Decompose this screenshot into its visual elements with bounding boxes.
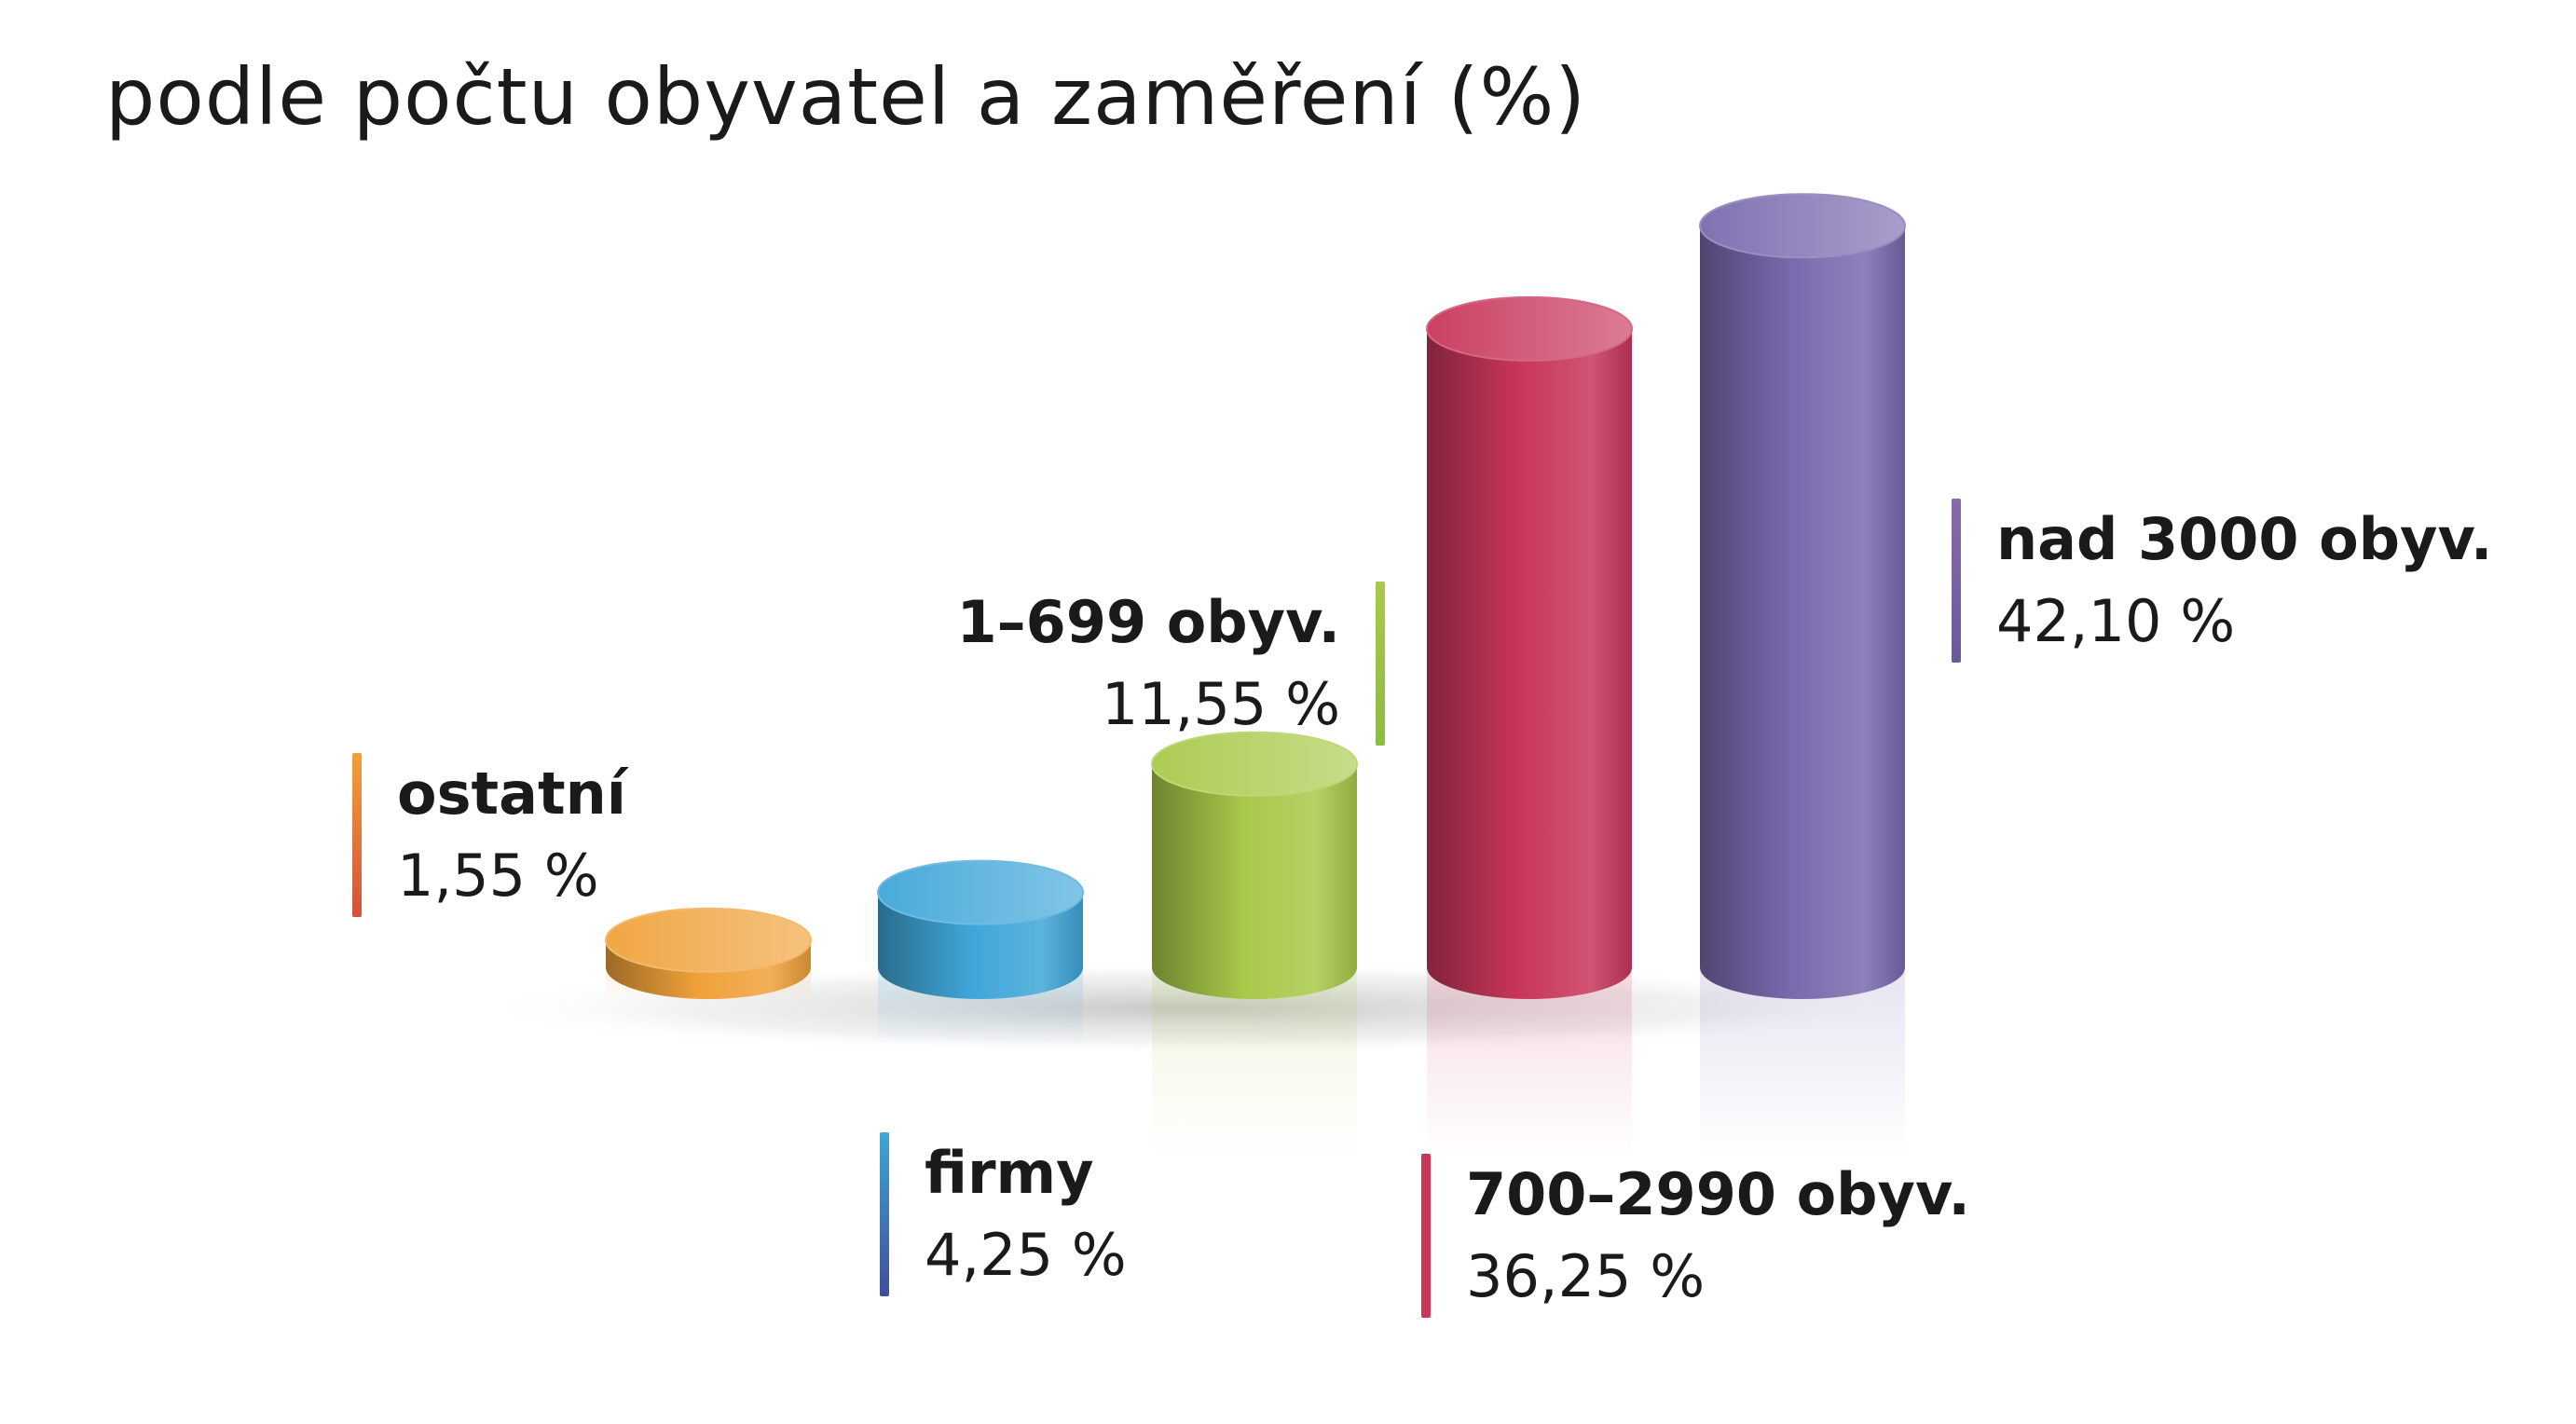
callout-line	[1421, 1154, 1431, 1318]
value-label: 4,25 %	[925, 1221, 1127, 1289]
bar-reflection	[1152, 971, 1357, 1157]
category-label: 1–699 obyv.	[956, 588, 1340, 656]
bar-side	[1427, 328, 1632, 999]
value-label: 11,55 %	[1101, 670, 1340, 738]
bar-2	[1151, 731, 1358, 1157]
bar-reflection	[1427, 971, 1632, 1157]
bar-side	[1152, 763, 1357, 999]
bar-top	[877, 859, 1084, 925]
value-label: 36,25 %	[1466, 1242, 1706, 1310]
bar-1	[877, 859, 1084, 1047]
value-label: 1,55 %	[397, 842, 599, 910]
callout-1: firmy 4,25 %	[880, 1132, 1127, 1296]
callout-0: ostatní 1,55 %	[352, 753, 626, 917]
bar-reflection	[1700, 971, 1905, 1157]
category-label: nad 3000 obyv.	[1996, 505, 2493, 573]
bar-top	[1426, 295, 1633, 362]
callout-line	[1952, 499, 1961, 663]
value-label: 42,10 %	[1996, 587, 2236, 655]
bar-3	[1426, 295, 1633, 1157]
callout-4: nad 3000 obyv. 42,10 %	[1952, 499, 2492, 663]
bar-top	[1151, 731, 1358, 797]
bar-side	[1700, 226, 1905, 999]
bar-4	[1699, 193, 1906, 1157]
callout-line	[352, 753, 362, 917]
bar-top	[1699, 193, 1906, 259]
callout-2: 1–699 obyv. 11,55 %	[957, 582, 1385, 746]
callout-line	[880, 1132, 889, 1296]
callout-3: 700–2990 obyv. 36,25 %	[1421, 1154, 1970, 1318]
category-label: ostatní	[397, 760, 627, 828]
callout-line	[1376, 582, 1385, 746]
bar-0	[605, 907, 812, 999]
category-label: firmy	[925, 1139, 1094, 1207]
bar-top	[605, 907, 812, 973]
chart-title: podle počtu obyvatel a zaměření (%)	[105, 51, 1587, 143]
category-label: 700–2990 obyv.	[1466, 1160, 1970, 1228]
